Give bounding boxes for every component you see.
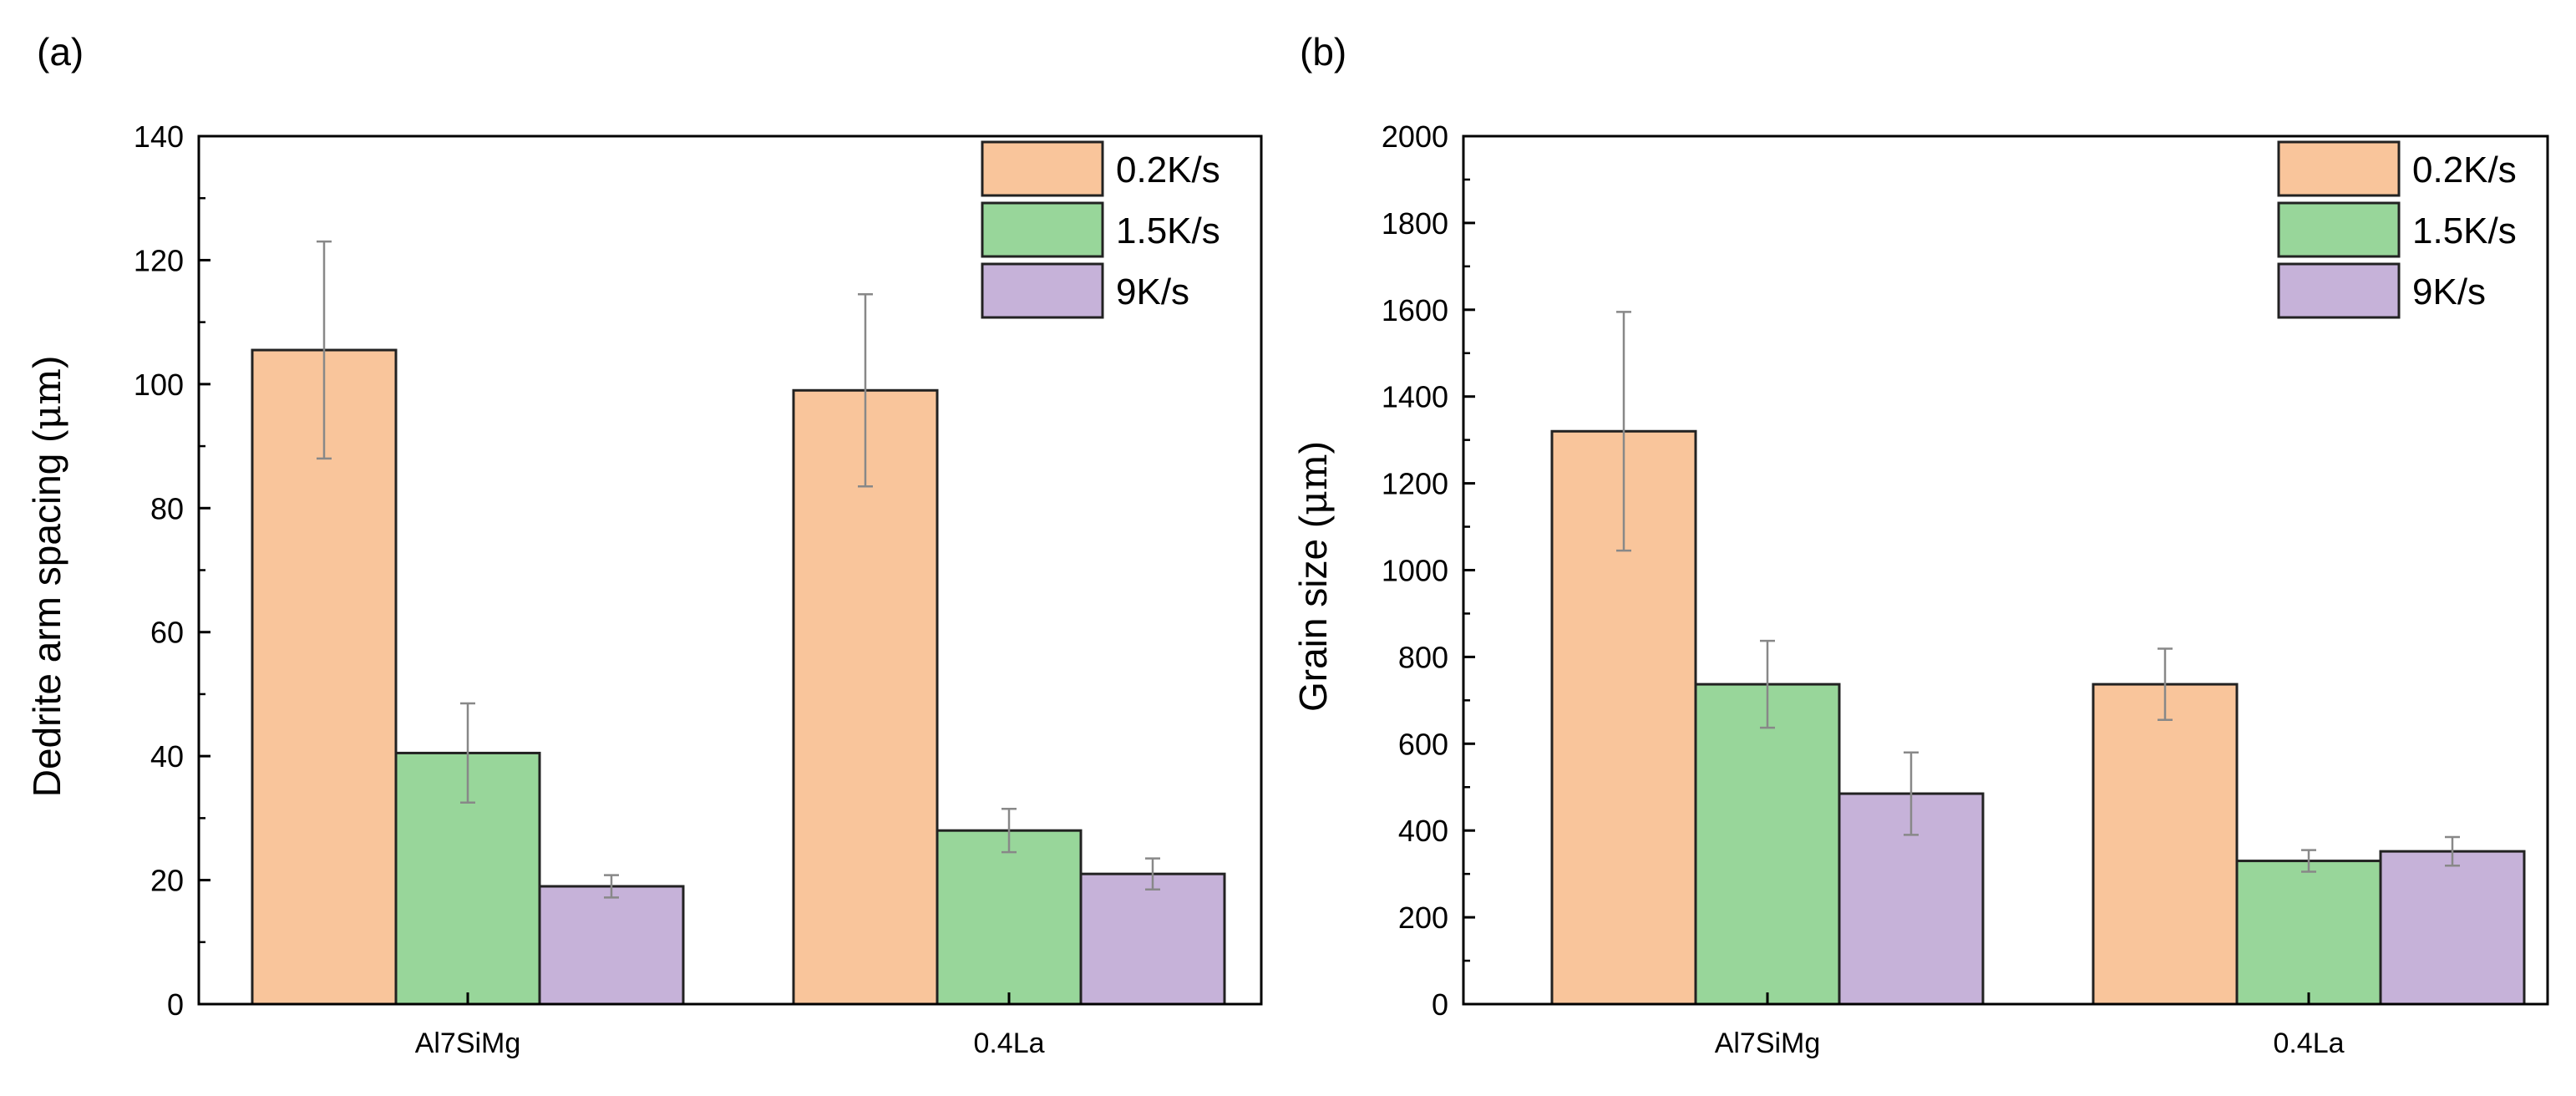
bar-b-s0-g1 [2092, 682, 2239, 1006]
y-tick-label-b-2: 400 [1398, 814, 1448, 848]
legend-label-b-1: 1.5K/s [2412, 211, 2517, 251]
y-tick-label-a-3: 60 [150, 616, 184, 650]
legend-swatch-a-2 [981, 262, 1104, 319]
y-tick-label-a-0: 0 [167, 987, 184, 1022]
legend-swatch-a-1 [981, 201, 1104, 258]
bar-b-s1-g1 [2235, 860, 2382, 1006]
x-tick-label-a-0: Al7SiMg [415, 1028, 521, 1059]
chart-panel-a: (a) Dedrite arm spacing (μm) 0 20 40 60 80 10… [24, 30, 1263, 1059]
x-tick-label-b-1: 0.4La [2273, 1028, 2344, 1059]
y-axis-title-b: Grain size (μm) [1291, 441, 1336, 712]
error-bar-a-s0-g0 [317, 240, 332, 460]
y-tick-label-a-7: 140 [134, 119, 184, 154]
y-tick-label-a-4: 80 [150, 491, 184, 525]
error-bar-b-s0-g0 [1616, 311, 1631, 552]
legend-label-b-2: 9K/s [2412, 271, 2486, 312]
bar-a-s1-g1 [936, 829, 1083, 1006]
panel-label-b: (b) [1300, 30, 1346, 74]
y-tick-label-a-2: 40 [150, 739, 184, 774]
error-bar-a-s1-g1 [1001, 807, 1017, 854]
y-axis-title-a: Dedrite arm spacing (μm) [24, 356, 69, 798]
error-bar-b-s0-g1 [2158, 647, 2173, 721]
error-bar-b-s2-g0 [1904, 751, 1919, 836]
y-tick-label-b-0: 0 [1432, 987, 1448, 1022]
error-bar-b-s1-g0 [1760, 639, 1775, 729]
x-tick-label-b-0: Al7SiMg [1715, 1028, 1821, 1059]
legend-label-a-0: 0.2K/s [1116, 150, 1220, 190]
y-tick-label-b-9: 1800 [1382, 206, 1448, 241]
y-tick-label-a-1: 20 [150, 864, 184, 898]
error-bar-a-s2-g0 [604, 874, 619, 899]
y-tick-label-b-10: 2000 [1382, 119, 1448, 154]
legend-label-b-0: 0.2K/s [2412, 150, 2517, 190]
y-tick-label-b-5: 1000 [1382, 554, 1448, 588]
bar-b-s2-g1 [2379, 850, 2526, 1006]
legend-swatch-a-0 [981, 140, 1104, 197]
error-bar-b-s2-g1 [2445, 835, 2460, 867]
x-tick-label-a-1: 0.4La [973, 1028, 1044, 1059]
bar-a-s2-g1 [1079, 872, 1226, 1006]
y-tick-label-a-6: 120 [134, 243, 184, 277]
y-tick-label-b-1: 200 [1398, 901, 1448, 935]
y-tick-label-b-8: 1600 [1382, 293, 1448, 327]
y-tick-label-b-7: 1400 [1382, 380, 1448, 414]
error-bar-a-s1-g0 [460, 702, 475, 804]
y-tick-label-b-4: 800 [1398, 640, 1448, 674]
error-bar-a-s0-g1 [858, 292, 873, 488]
error-bar-b-s1-g1 [2301, 849, 2316, 873]
legend-swatch-b-0 [2277, 140, 2401, 197]
legend-b: 0.2K/s 1.5K/s 9K/s [2277, 140, 2517, 319]
bar-a-s2-g0 [538, 885, 685, 1006]
legend-label-a-1: 1.5K/s [1116, 211, 1220, 251]
y-tick-label-b-3: 600 [1398, 727, 1448, 761]
legend-a: 0.2K/s 1.5K/s 9K/s [981, 140, 1220, 319]
bar-b-s1-g0 [1694, 682, 1841, 1006]
legend-label-a-2: 9K/s [1116, 271, 1189, 312]
y-tick-label-a-5: 100 [134, 368, 184, 402]
legend-swatch-b-1 [2277, 201, 2401, 258]
error-bar-a-s2-g1 [1145, 857, 1160, 890]
legend-swatch-b-2 [2277, 262, 2401, 319]
y-tick-label-b-6: 1200 [1382, 467, 1448, 501]
chart-panel-b: (b) Grain size (μm) 0 200 400 600 800 1000 120… [1291, 30, 2549, 1059]
panel-label-a: (a) [37, 30, 84, 74]
